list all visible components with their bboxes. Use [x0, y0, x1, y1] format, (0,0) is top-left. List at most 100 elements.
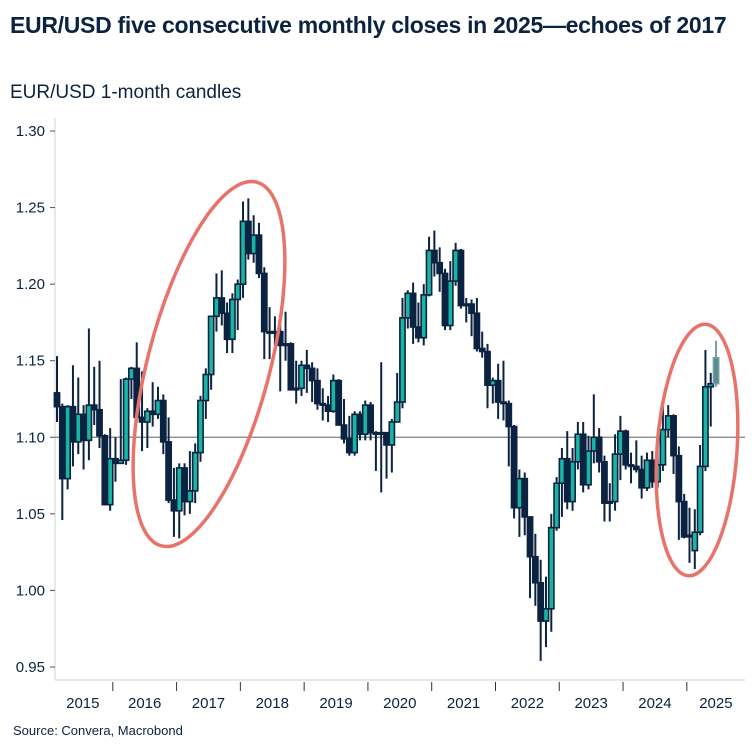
candle-body — [712, 356, 720, 385]
candle-2017-01 — [175, 463, 183, 539]
candle-body — [516, 477, 523, 509]
candle-2019-06 — [329, 374, 337, 413]
candle-body — [590, 436, 598, 452]
candle-2019-10 — [351, 411, 359, 456]
y-tick-label: 1.00 — [16, 582, 45, 599]
candle-body — [420, 294, 428, 339]
candle-body — [686, 534, 693, 538]
candle-body — [292, 387, 300, 391]
x-tick-label: 2020 — [383, 695, 416, 712]
candle-body — [468, 303, 475, 315]
candle-body — [473, 312, 481, 350]
source-note: Source: Convera, Macrobond — [13, 723, 183, 738]
candle-body — [446, 280, 454, 327]
candle-2020-10 — [415, 302, 422, 343]
candle-body — [436, 261, 444, 275]
candle-2025-02 — [691, 509, 699, 569]
candle-body — [606, 500, 614, 504]
candle-2021-07 — [462, 297, 470, 323]
x-tick-label: 2019 — [319, 695, 352, 712]
candle-body — [409, 292, 417, 328]
candle-body — [585, 450, 592, 486]
candle-body — [638, 468, 646, 489]
x-tick-label: 2018 — [256, 695, 289, 712]
candle-body — [165, 441, 173, 501]
candle-body — [207, 315, 215, 376]
candle-2019-08 — [340, 399, 348, 444]
candle-body — [85, 404, 93, 442]
candle-body — [202, 373, 210, 402]
candle-body — [383, 431, 390, 446]
candle-body — [393, 401, 401, 423]
candle-body — [452, 249, 460, 282]
candle-2019-01 — [303, 349, 311, 393]
candle-2020-09 — [409, 282, 417, 344]
candle-2016-10 — [159, 394, 167, 455]
candle-2023-02 — [563, 431, 571, 510]
candle-2015-12 — [106, 428, 114, 511]
highlight-ellipse-2017 — [131, 179, 287, 549]
candle-body — [553, 482, 561, 529]
candle-body — [101, 434, 109, 506]
candle-body — [675, 454, 683, 503]
candle-2020-12 — [425, 236, 433, 297]
candle-2016-07 — [143, 408, 151, 449]
candle-2024-03 — [632, 440, 640, 473]
candle-2023-09 — [601, 455, 608, 522]
candle-2015-09 — [90, 366, 98, 426]
candle-body — [250, 234, 258, 255]
candle-2016-08 — [149, 382, 157, 427]
candle-2017-10 — [223, 302, 231, 354]
candle-body — [324, 404, 332, 413]
x-tick-label: 2025 — [699, 695, 732, 712]
candle-2025-04 — [702, 349, 709, 471]
candle-2023-03 — [569, 448, 576, 511]
x-tick-label: 2015 — [66, 695, 99, 712]
candle-body — [361, 404, 369, 436]
candle-2024-01 — [622, 429, 630, 470]
candle-2022-11 — [547, 513, 555, 632]
candle-body — [58, 405, 66, 480]
candle-2023-06 — [585, 435, 592, 490]
candle-2015-03 — [58, 403, 66, 520]
candle-body — [521, 477, 529, 518]
candle-2021-06 — [457, 248, 465, 309]
candle-2017-06 — [202, 368, 210, 419]
y-tick-label: 1.30 — [16, 123, 45, 140]
candle-2024-02 — [627, 452, 635, 484]
candle-2024-10 — [670, 414, 677, 475]
candle-body — [64, 405, 72, 480]
candle-body — [696, 465, 704, 534]
candle-2021-03 — [441, 268, 449, 331]
candle-body — [345, 438, 353, 454]
candle-body — [303, 364, 311, 370]
candle-body — [526, 516, 534, 558]
candle-2017-09 — [218, 270, 226, 326]
candle-2025-03 — [696, 444, 704, 536]
candle-2015-06 — [74, 377, 82, 455]
candle-body — [170, 499, 178, 512]
candle-body — [335, 379, 343, 426]
candle-2018-12 — [298, 360, 305, 396]
candle-body — [367, 404, 374, 434]
candle-2024-05 — [643, 452, 651, 491]
highlight-ellipse-2025 — [654, 322, 740, 578]
candle-body — [531, 555, 539, 584]
candle-body — [181, 467, 188, 503]
candle-body — [558, 457, 566, 485]
x-tick-label: 2022 — [511, 695, 544, 712]
candle-2025-06 — [712, 340, 720, 387]
candle-body — [611, 453, 619, 503]
candle-body — [228, 298, 236, 341]
candle-body — [223, 312, 231, 341]
candle-2018-03 — [250, 215, 258, 263]
candle-body — [399, 317, 406, 403]
candle-2015-08 — [85, 328, 93, 461]
candle-body — [69, 405, 77, 443]
candle-2017-11 — [228, 293, 236, 354]
candle-2019-02 — [308, 362, 316, 403]
candle-2021-08 — [468, 299, 475, 337]
candle-2018-04 — [255, 222, 263, 279]
candle-2022-05 — [516, 469, 523, 537]
candle-2019-04 — [319, 388, 327, 421]
